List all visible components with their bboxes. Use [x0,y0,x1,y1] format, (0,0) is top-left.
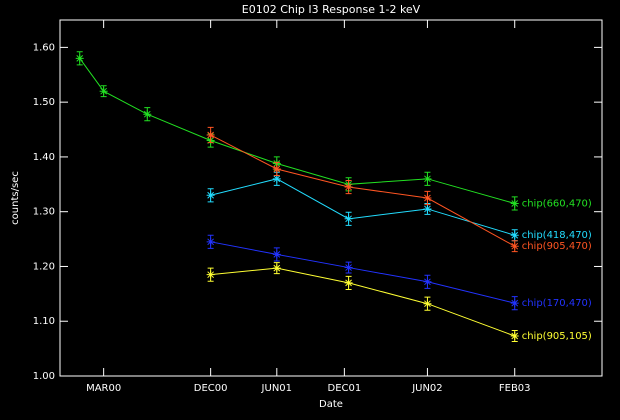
y-tick-label: 1.10 [33,316,55,327]
x-tick-label: DEC01 [328,383,362,394]
point-marker [272,250,281,259]
point-marker [344,263,353,272]
point-marker [344,278,353,287]
point-marker [99,87,108,96]
y-tick-label: 1.50 [33,97,55,108]
y-tick-label: 1.30 [33,207,55,218]
point-marker [423,204,432,213]
series-line [79,58,515,204]
series-line [210,241,515,304]
point-marker [423,194,432,202]
chart-title: E0102 Chip I3 Response 1-2 keV [242,3,421,16]
point-marker [423,277,432,286]
point-marker [510,299,519,308]
point-marker [206,237,215,246]
point-marker [272,174,281,183]
series-line [210,178,515,236]
x-axis-label: Date [319,399,343,410]
point-marker [344,183,353,192]
point-marker [206,270,215,279]
x-tick-label: MAR00 [86,383,121,394]
point-marker [143,110,152,119]
y-axis-label: counts/sec [10,171,21,225]
point-marker [206,131,215,140]
series-label: chip(660,470) [522,198,592,209]
y-tick-label: 1.00 [33,371,55,382]
point-marker [272,264,281,273]
y-tick-label: 1.20 [33,261,55,272]
point-marker [510,332,519,341]
point-marker [344,214,353,223]
series-label: chip(170,470) [522,298,592,309]
point-marker [423,299,432,308]
point-marker [510,231,519,240]
point-marker [423,174,432,183]
point-marker [206,191,215,200]
x-tick-label: JUN02 [411,383,442,394]
series-label: chip(418,470) [522,230,592,241]
series-line [210,267,515,337]
point-marker [510,199,519,208]
plot-frame [59,19,603,377]
x-tick-label: DEC00 [194,383,228,394]
series-label: chip(905,470) [522,241,592,252]
point-marker [272,164,281,173]
y-tick-label: 1.40 [33,152,55,163]
x-tick-label: FEB03 [499,383,531,394]
point-marker [75,54,84,63]
series-label: chip(905,105) [522,331,592,342]
point-marker [510,242,519,251]
y-tick-label: 1.60 [33,42,55,53]
x-tick-label: JUN01 [261,383,292,394]
